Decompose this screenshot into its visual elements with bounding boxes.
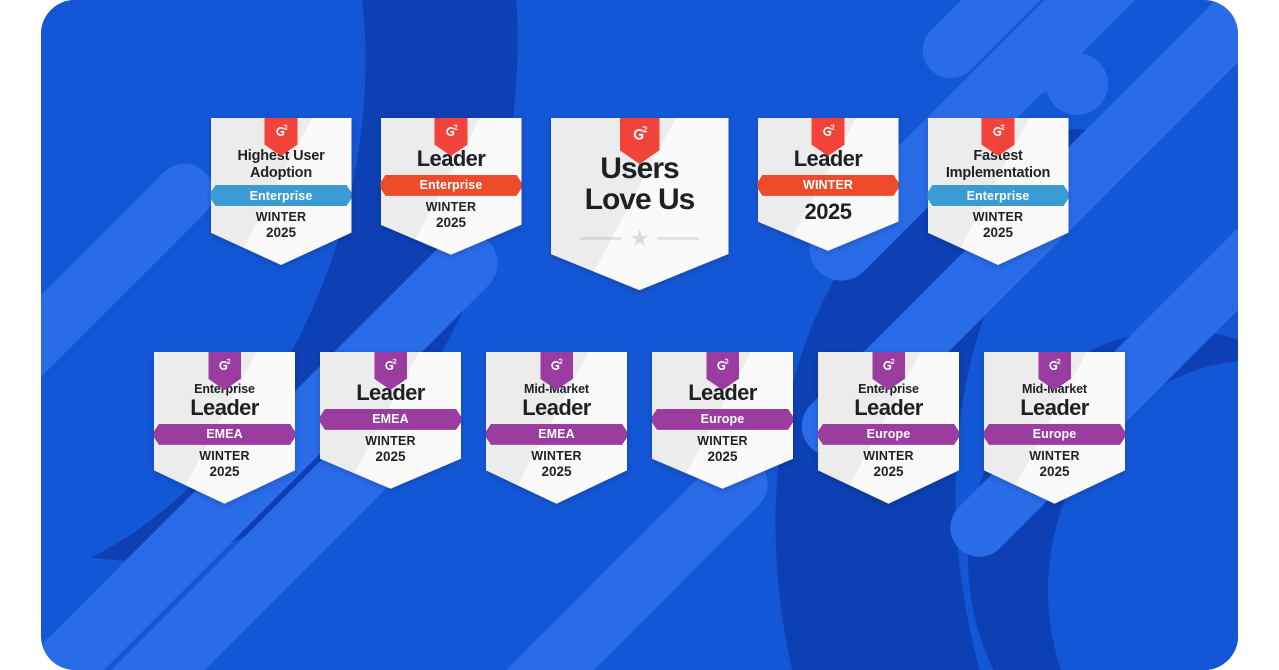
badge-title-line-1: Leader — [854, 395, 923, 420]
divider-line-left — [580, 237, 623, 241]
badge-year: 2025 — [265, 225, 297, 241]
badge-season: WINTER — [425, 199, 477, 214]
badge-highest-user-adoption-enterprise[interactable]: Highest User Adoption Enterprise WINTER 2025 — [210, 118, 352, 265]
blue-background-panel — [41, 0, 1238, 670]
star-divider: ★ — [558, 215, 722, 290]
badge-season: WINTER — [1029, 448, 1080, 463]
badge-title-line-1: Fastest — [973, 148, 1023, 164]
badge-year: 2025 — [375, 448, 406, 464]
badge-title: Leader — [659, 380, 786, 405]
badge-ribbon-label: Europe — [650, 409, 795, 430]
badge-title: Leader — [991, 395, 1118, 420]
badge-enterprise-leader-europe[interactable]: EnterpriseLeaderEuropeWINTER2025 — [818, 352, 959, 504]
badge-season: WINTER — [199, 448, 250, 463]
badge-row-1: Highest User Adoption Enterprise WINTER 2025… — [0, 118, 1279, 291]
decorative-dot-bottom-left — [1046, 53, 1108, 115]
badge-ribbon-container: EMEA — [493, 424, 620, 445]
badge-season: WINTER — [972, 210, 1024, 225]
badge-year: 2025 — [982, 225, 1014, 241]
badge-ribbon-label: WINTER — [756, 175, 901, 196]
badge-year: 2025 — [435, 214, 467, 230]
badge-ribbon-container: Enterprise — [218, 185, 345, 206]
badge-leader-emea[interactable]: Leader EMEA WINTER 2025 — [320, 352, 461, 489]
badge-face: Highest User Adoption Enterprise WINTER 2025 — [210, 118, 352, 265]
badge-title-line-1: Leader — [1020, 395, 1089, 420]
badge-title-line-1: Highest User — [237, 148, 325, 164]
badge-leader-europe[interactable]: Leader Europe WINTER 2025 — [652, 352, 793, 489]
badge-ribbon-label: EMEA — [484, 424, 629, 445]
decorative-curve-top-left-inner — [41, 0, 475, 670]
badge-title-line-1: Leader — [190, 395, 259, 420]
badge-season: WINTER — [365, 433, 416, 448]
badge-ribbon-label: Europe — [816, 424, 961, 445]
badge-ribbon-container: WINTER — [765, 175, 892, 196]
badge-season: WINTER — [863, 448, 914, 463]
badge-ribbon-container: Europe — [991, 424, 1118, 445]
badge-leader-winter[interactable]: Leader WINTER 2025 — [757, 118, 899, 251]
badge-ribbon-label: Enterprise — [209, 185, 354, 206]
badge-title: Fastest Implementation — [935, 148, 1062, 181]
badge-ribbon-container: Europe — [659, 409, 786, 430]
badge-face: Leader Enterprise WINTER 2025 — [380, 118, 522, 255]
badge-ribbon-label: EMEA — [318, 409, 463, 430]
badge-leader-enterprise[interactable]: Leader Enterprise WINTER 2025 — [380, 118, 522, 255]
badge-fastest-implementation-enterprise[interactable]: Fastest Implementation Enterprise WINTER 202… — [927, 118, 1069, 265]
badge-year: 2025 — [209, 463, 240, 479]
decorative-dot-top-right — [1003, 35, 1063, 95]
badge-title: Leader — [493, 395, 620, 420]
badge-year: 2025 — [873, 463, 904, 479]
badge-title: Leader — [825, 395, 952, 420]
badge-title: Leader — [161, 395, 288, 420]
badge-title-line-1: Leader — [416, 146, 486, 171]
badge-face: Fastest Implementation Enterprise WINTER 202… — [927, 118, 1069, 265]
badge-season: WINTER — [697, 433, 748, 448]
badge-title-line-2: Adoption — [249, 164, 312, 181]
badge-users-love-us[interactable]: Users Love Us ★ — [550, 118, 729, 291]
badge-row-2: EnterpriseLeaderEMEAWINTER2025LeaderEMEA… — [0, 352, 1279, 504]
badge-year: 2025 — [1039, 463, 1070, 479]
badge-title-line-2: Implementation — [945, 164, 1051, 181]
badge-title-line-1: Leader — [522, 395, 591, 420]
badge-face: Mid-MarketLeaderEuropeWINTER2025 — [984, 352, 1125, 504]
badge-season: WINTER — [531, 448, 582, 463]
badge-title: Highest User Adoption — [218, 148, 345, 181]
badge-mid-market-leader-emea[interactable]: Mid-MarketLeaderEMEAWINTER2025 — [486, 352, 627, 504]
badge-face: Leader WINTER 2025 — [757, 118, 899, 251]
badge-face: Leader Europe WINTER 2025 — [652, 352, 793, 489]
badge-title-line-2: Love Us — [584, 182, 696, 216]
badge-title-line-1: Leader — [793, 146, 863, 171]
badge-title: Leader — [327, 380, 454, 405]
badge-title-line-1: Leader — [356, 380, 425, 405]
badge-ribbon-container: Enterprise — [935, 185, 1062, 206]
decorative-stripe-top-right-2 — [911, 0, 1238, 90]
badge-face: Users Love Us ★ — [550, 118, 729, 291]
badge-year: 2025 — [707, 448, 738, 464]
badge-face: Leader EMEA WINTER 2025 — [320, 352, 461, 489]
badge-ribbon-container: EMEA — [161, 424, 288, 445]
decorative-curve-bottom-right-inner — [846, 12, 1238, 670]
badge-ribbon-label: EMEA — [152, 424, 297, 445]
badge-title: Users Love Us — [558, 153, 722, 216]
decorative-curve-top-left-dark — [41, 0, 635, 647]
badge-ribbon-label: Enterprise — [926, 185, 1071, 206]
badge-year: 2025 — [541, 463, 572, 479]
badge-year: 2025 — [804, 198, 852, 224]
badge-title-line-1: Leader — [688, 380, 757, 405]
badge-ribbon-label: Enterprise — [379, 175, 524, 196]
badge-enterprise-leader-emea[interactable]: EnterpriseLeaderEMEAWINTER2025 — [154, 352, 295, 504]
badge-face: Mid-MarketLeaderEMEAWINTER2025 — [486, 352, 627, 504]
badge-mid-market-leader-europe[interactable]: Mid-MarketLeaderEuropeWINTER2025 — [984, 352, 1125, 504]
star-icon: ★ — [629, 225, 650, 252]
badge-ribbon-label: Europe — [982, 424, 1127, 445]
badge-title: Leader — [388, 146, 515, 171]
badge-ribbon-container: EMEA — [327, 409, 454, 430]
badge-title: Leader — [765, 146, 892, 171]
badge-face: EnterpriseLeaderEuropeWINTER2025 — [818, 352, 959, 504]
divider-line-right — [656, 237, 699, 241]
badge-season: WINTER — [255, 210, 307, 225]
badge-ribbon-container: Enterprise — [388, 175, 515, 196]
badge-ribbon-container: Europe — [825, 424, 952, 445]
badge-face: EnterpriseLeaderEMEAWINTER2025 — [154, 352, 295, 504]
